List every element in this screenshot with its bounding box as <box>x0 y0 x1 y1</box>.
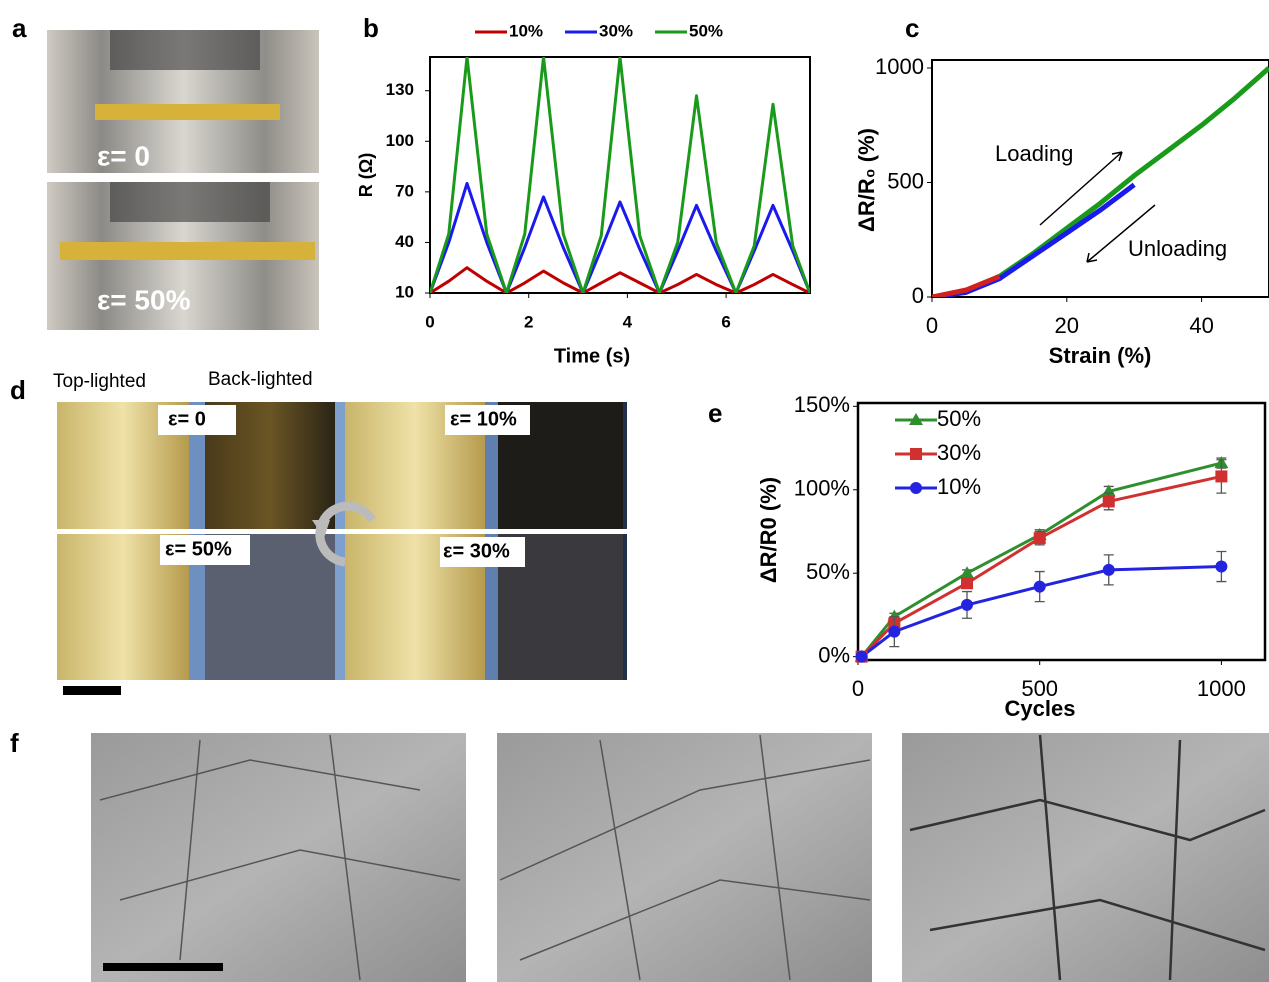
photo-text: ε= 30% <box>443 540 510 562</box>
photo-text: ε= 0 <box>97 140 150 171</box>
series-line <box>430 57 810 293</box>
plot-frame <box>430 57 810 293</box>
annotation: Unloading <box>1128 236 1227 261</box>
caption: Back-lighted <box>208 369 313 390</box>
x-axis-label: Time (s) <box>554 345 630 367</box>
photo <box>57 402 627 695</box>
panel-label: c <box>905 13 919 43</box>
legend-label: 10% <box>509 21 543 40</box>
annotation: Loading <box>995 141 1073 166</box>
y-tick-label: 0 <box>912 283 924 308</box>
legend-label: 30% <box>599 21 633 40</box>
panel-label: a <box>12 13 27 43</box>
marker <box>1103 495 1115 507</box>
y-axis-label: R (Ω) <box>356 153 376 197</box>
x-axis-label: Strain (%) <box>1049 343 1152 368</box>
y-axis-label: ΔR/R₀ (%) <box>854 128 879 232</box>
x-tick-label: 0 <box>852 676 864 701</box>
y-tick-label: 10 <box>395 282 414 301</box>
x-tick-label: 6 <box>721 312 730 331</box>
y-tick-label: 100 <box>386 131 414 150</box>
x-axis-label: Cycles <box>1005 696 1076 721</box>
photo-text: ε= 50% <box>165 538 232 560</box>
x-tick-label: 20 <box>1055 313 1079 338</box>
y-tick-label: 100% <box>794 476 850 501</box>
panel-label: b <box>363 13 379 43</box>
marker <box>1215 561 1227 573</box>
y-tick-label: 0% <box>818 642 850 667</box>
panel-label: e <box>708 398 722 428</box>
series-line <box>932 68 1269 297</box>
sem-image <box>91 733 1269 982</box>
marker <box>961 599 973 611</box>
y-tick-label: 50% <box>806 559 850 584</box>
x-tick-label: 0 <box>926 313 938 338</box>
y-axis-label: ΔR/R0 (%) <box>756 477 781 583</box>
legend-label: 30% <box>937 440 981 465</box>
plot-area <box>932 68 1269 297</box>
marker <box>1034 581 1046 593</box>
photo-text: ε= 10% <box>450 408 517 430</box>
marker <box>1215 470 1227 482</box>
y-tick-label: 150% <box>794 392 850 417</box>
series-line <box>862 476 1222 656</box>
legend-label: 10% <box>937 474 981 499</box>
x-tick-label: 2 <box>524 312 533 331</box>
plot-area <box>430 57 810 293</box>
marker <box>888 626 900 638</box>
x-tick-label: 4 <box>623 312 633 331</box>
caption: Top-lighted <box>53 371 146 392</box>
panel-label: f <box>10 728 19 758</box>
x-tick-label: 0 <box>425 312 434 331</box>
legend-marker <box>910 448 922 460</box>
photo-text: ε= 0 <box>168 408 206 430</box>
marker <box>1103 564 1115 576</box>
y-tick-label: 1000 <box>875 54 924 79</box>
marker <box>1034 532 1046 544</box>
marker <box>961 577 973 589</box>
y-tick-label: 130 <box>386 80 414 99</box>
marker <box>856 651 868 663</box>
legend-marker <box>910 482 922 494</box>
plot-frame <box>932 60 1269 297</box>
figure: a ε= 0 ε= 50% d Top-lighted Back-lighted… <box>0 0 1269 982</box>
y-tick-label: 500 <box>887 168 924 193</box>
legend-label: 50% <box>689 21 723 40</box>
x-tick-label: 1000 <box>1197 676 1246 701</box>
legend-label: 50% <box>937 406 981 431</box>
photo-text: ε= 50% <box>97 284 191 315</box>
panel-label: d <box>10 375 26 405</box>
x-tick-label: 40 <box>1189 313 1213 338</box>
series-line <box>430 268 810 293</box>
y-tick-label: 40 <box>395 232 414 251</box>
y-tick-label: 70 <box>395 181 414 200</box>
